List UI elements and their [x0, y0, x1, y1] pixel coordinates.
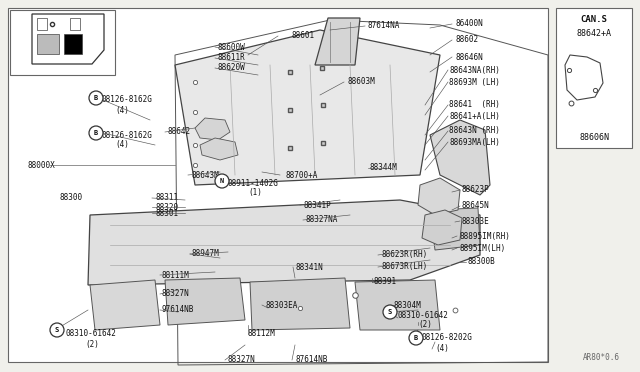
- Text: 88693M (LH): 88693M (LH): [449, 77, 500, 87]
- Bar: [8, 8, 548, 362]
- Polygon shape: [88, 200, 480, 285]
- Circle shape: [89, 126, 103, 140]
- Text: 88620W: 88620W: [217, 64, 244, 73]
- Text: (4): (4): [115, 106, 129, 115]
- Text: 88112M: 88112M: [248, 330, 276, 339]
- Text: 8895IM(LH): 8895IM(LH): [459, 244, 505, 253]
- Polygon shape: [250, 278, 350, 330]
- Circle shape: [89, 91, 103, 105]
- Text: N: N: [220, 178, 224, 184]
- Bar: [10, 10, 115, 75]
- Bar: [37, 34, 59, 54]
- Polygon shape: [430, 120, 490, 195]
- Text: 87614NB: 87614NB: [295, 356, 328, 365]
- Bar: [556, 8, 632, 148]
- Polygon shape: [195, 118, 230, 140]
- Polygon shape: [418, 178, 460, 215]
- Circle shape: [50, 323, 64, 337]
- Text: AR80*0.6: AR80*0.6: [583, 353, 620, 362]
- Text: (2): (2): [85, 340, 99, 349]
- Circle shape: [409, 331, 423, 345]
- Text: B: B: [414, 335, 418, 341]
- Text: 88327NA: 88327NA: [306, 215, 339, 224]
- Text: (4): (4): [115, 141, 129, 150]
- Text: B: B: [94, 95, 98, 101]
- Polygon shape: [315, 18, 360, 65]
- Text: S: S: [388, 309, 392, 315]
- Text: 88304M: 88304M: [393, 301, 420, 310]
- Circle shape: [383, 305, 397, 319]
- Text: 08126-8202G: 08126-8202G: [422, 334, 473, 343]
- Text: 88606N: 88606N: [579, 134, 609, 142]
- Text: 88947M: 88947M: [192, 250, 220, 259]
- Text: 88344M: 88344M: [370, 164, 397, 173]
- Text: 88000X: 88000X: [28, 160, 56, 170]
- Text: 88623P: 88623P: [462, 186, 490, 195]
- Text: 88645N: 88645N: [462, 202, 490, 211]
- Text: 08126-8162G: 08126-8162G: [102, 131, 153, 140]
- Polygon shape: [355, 280, 440, 330]
- Text: (1): (1): [248, 189, 262, 198]
- Text: 88641  (RH): 88641 (RH): [449, 100, 500, 109]
- Text: 88300: 88300: [60, 193, 83, 202]
- Text: 97614NB: 97614NB: [162, 305, 195, 314]
- Text: 88643N (RH): 88643N (RH): [449, 126, 500, 135]
- Text: 08126-8162G: 08126-8162G: [102, 96, 153, 105]
- Polygon shape: [90, 280, 160, 330]
- Text: 88327N: 88327N: [162, 289, 189, 298]
- Text: 88643NA(RH): 88643NA(RH): [449, 65, 500, 74]
- Text: CAN.S: CAN.S: [580, 16, 607, 25]
- Text: 88700+A: 88700+A: [285, 170, 317, 180]
- Text: 88303EA: 88303EA: [265, 301, 298, 310]
- Text: 08911-1402G: 08911-1402G: [228, 179, 279, 187]
- Text: 88601: 88601: [291, 32, 314, 41]
- Text: 88300B: 88300B: [468, 257, 496, 266]
- Polygon shape: [430, 208, 480, 250]
- Text: 88341P: 88341P: [303, 201, 331, 209]
- Text: 86400N: 86400N: [455, 19, 483, 29]
- Text: (4): (4): [435, 344, 449, 353]
- Text: 88303E: 88303E: [462, 217, 490, 225]
- Text: 88602: 88602: [455, 35, 478, 45]
- Text: 88895IM(RH): 88895IM(RH): [459, 231, 510, 241]
- Polygon shape: [165, 278, 245, 325]
- Text: 88111M: 88111M: [162, 270, 189, 279]
- Text: S: S: [55, 327, 59, 333]
- Text: 88641+A(LH): 88641+A(LH): [449, 112, 500, 121]
- Text: 88693MA(LH): 88693MA(LH): [449, 138, 500, 147]
- Text: 88642+A: 88642+A: [577, 29, 611, 38]
- Text: 88320: 88320: [156, 202, 179, 212]
- Text: 88311: 88311: [156, 193, 179, 202]
- Text: 87614NA: 87614NA: [368, 22, 401, 31]
- Bar: [37, 18, 47, 30]
- Bar: [64, 34, 82, 54]
- Text: 88391: 88391: [374, 278, 397, 286]
- Text: 88603M: 88603M: [347, 77, 375, 87]
- Text: B: B: [94, 130, 98, 136]
- Text: 08310-61642: 08310-61642: [398, 311, 449, 320]
- Text: 08310-61642: 08310-61642: [65, 328, 116, 337]
- Text: 88623R(RH): 88623R(RH): [381, 250, 428, 260]
- Text: 88611R: 88611R: [217, 54, 244, 62]
- Text: 88301: 88301: [156, 208, 179, 218]
- Bar: [70, 18, 80, 30]
- Text: 88673R(LH): 88673R(LH): [381, 263, 428, 272]
- Text: 88642: 88642: [168, 128, 191, 137]
- Text: (2): (2): [418, 321, 432, 330]
- Text: 88646N: 88646N: [455, 52, 483, 61]
- Polygon shape: [200, 138, 238, 160]
- Text: 88341N: 88341N: [295, 263, 323, 272]
- Polygon shape: [422, 210, 462, 245]
- Text: 88327N: 88327N: [228, 356, 256, 365]
- Text: 88643M: 88643M: [191, 170, 219, 180]
- Text: 88600W: 88600W: [217, 42, 244, 51]
- Circle shape: [215, 174, 229, 188]
- Polygon shape: [175, 30, 440, 185]
